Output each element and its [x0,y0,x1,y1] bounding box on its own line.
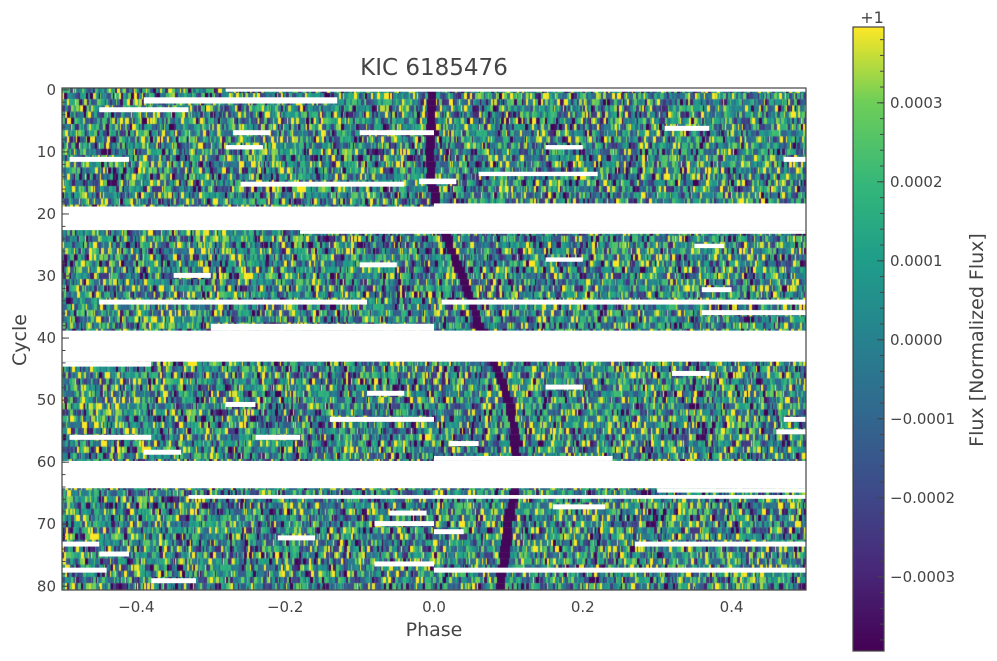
data-gap [359,130,434,136]
y-tick-label: 40 [37,329,56,347]
data-gap [62,567,107,573]
y-tick-label: 20 [37,205,56,223]
data-gap [62,361,152,367]
data-gap [62,460,806,489]
data-gap [657,488,806,493]
data-gap [545,257,583,262]
data-gap [776,429,806,435]
data-gap [62,206,806,231]
y-tick-label: 60 [37,453,56,471]
data-gap [434,455,613,461]
colorbar-tick-label: 0.0002 [890,173,943,191]
colorbar-tick-label: −0.0001 [890,410,955,428]
x-tick-label: 0.2 [571,598,595,616]
data-gap [419,178,457,185]
data-gap [143,97,338,104]
x-tick-label: 0.0 [422,598,446,616]
data-gap [672,370,710,376]
y-tick-label: 0 [46,81,56,99]
data-gap [664,125,710,131]
data-gap [434,529,464,535]
y-axis-label: Cycle [9,314,31,366]
x-tick-label: −0.2 [267,598,303,616]
data-gap [448,441,479,447]
data-gap [62,330,806,362]
colorbar-tick-label: 0.0001 [890,252,943,270]
data-gap [69,156,129,162]
data-gap [367,390,405,396]
data-gap [553,504,606,510]
data-gap [62,541,100,547]
x-tick-label: 0.4 [720,598,744,616]
colorbar-axis: 0.0003 0.0002 0.0001 0.0000 −0.0001 −0.0002 −0… [877,39,955,641]
data-gap [389,510,427,516]
data-gaps [62,88,807,584]
y-axis: 0 10 20 30 40 50 60 70 80 [37,81,69,595]
data-gap [634,541,806,547]
data-gap [329,416,434,422]
y-tick-label: 80 [37,577,56,595]
x-axis: −0.4 −0.2 0.0 0.2 0.4 [61,583,807,616]
colorbar [852,26,885,652]
data-gap [99,551,129,557]
colorbar-offset-label: +1 [860,8,884,27]
data-gap [173,272,211,278]
data-gap [240,181,405,187]
data-gap [545,384,583,390]
data-gap [701,310,806,316]
colorbar-label: Flux [Normalized Flux] [966,233,988,447]
y-tick-label: 50 [37,391,56,409]
data-gap [210,323,434,331]
colorbar-tick-label: −0.0003 [890,568,955,586]
y-tick-label: 70 [37,515,56,533]
data-gap [188,495,807,499]
data-gap [374,521,434,527]
data-gap [277,535,315,541]
data-gap [434,203,806,207]
data-gap [99,107,189,113]
data-gap [545,145,583,150]
data-gap [255,434,301,440]
x-tick-label: −0.4 [118,598,154,616]
chart-title: KIC 6185476 [360,55,508,81]
data-gap [69,434,152,440]
data-gap [359,262,397,268]
y-tick-label: 30 [37,267,56,285]
data-gap [441,299,806,305]
x-axis-label: Phase [406,619,463,641]
data-gap [99,299,368,305]
data-gap [225,401,256,407]
data-gap [300,230,806,234]
data-gap [701,287,732,293]
data-gap [151,578,196,584]
data-gap [225,145,263,150]
data-gap [478,171,598,177]
data-gap [783,416,806,422]
data-gap [694,243,725,249]
data-gap [374,561,434,567]
colorbar-tick-label: −0.0002 [890,489,955,507]
colorbar-tick-label: 0.0003 [890,94,943,112]
data-gap [783,156,806,162]
data-gap [233,130,271,136]
data-gap [225,88,806,92]
data-gap [434,567,806,573]
data-gap [143,449,182,455]
y-tick-label: 10 [37,143,56,161]
colorbar-tick-label: 0.0000 [890,331,943,349]
